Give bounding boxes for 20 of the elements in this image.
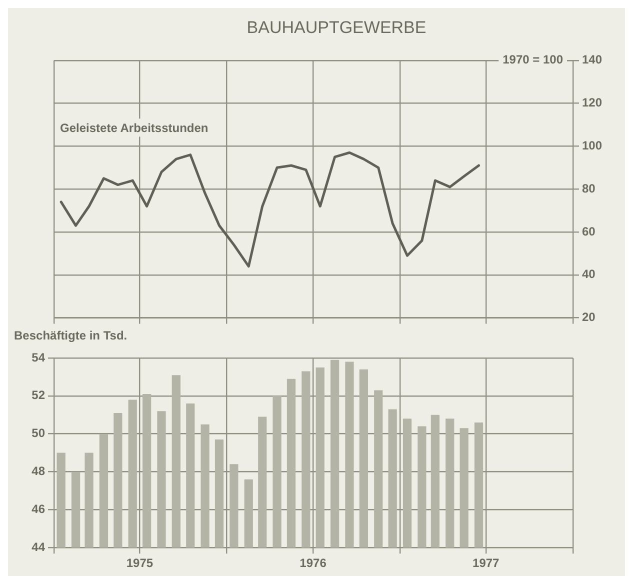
y2-tick-label: 100 xyxy=(582,138,602,153)
y-tick-label: 50 xyxy=(32,426,46,440)
y2-tick-label: 60 xyxy=(582,224,596,238)
y2-tick-label: 20 xyxy=(582,310,596,324)
y2-tick-label: 40 xyxy=(582,267,596,282)
x-tick-label: 1977 xyxy=(472,556,500,570)
y2-tick-label: 120 xyxy=(582,96,602,110)
y-tick-label: 44 xyxy=(32,540,46,554)
chart-title: BAUHAUPTGEWERBE xyxy=(246,18,426,37)
text: Geleistete Arbeitsstunden xyxy=(60,120,208,135)
y-tick-label: 54 xyxy=(32,350,46,364)
y-tick-label: 46 xyxy=(32,502,46,516)
y2-axis-title: 1970 = 100 xyxy=(502,52,564,67)
y2-tick-label: 140 xyxy=(582,52,602,67)
x-tick-label: 1976 xyxy=(300,556,327,570)
y-tick-label: 48 xyxy=(32,464,46,478)
y-tick-label: 52 xyxy=(32,388,46,402)
text: Beschäftigte in Tsd. xyxy=(14,328,128,342)
y2-tick-label: 80 xyxy=(582,181,596,196)
x-tick-label: 1975 xyxy=(126,556,154,570)
